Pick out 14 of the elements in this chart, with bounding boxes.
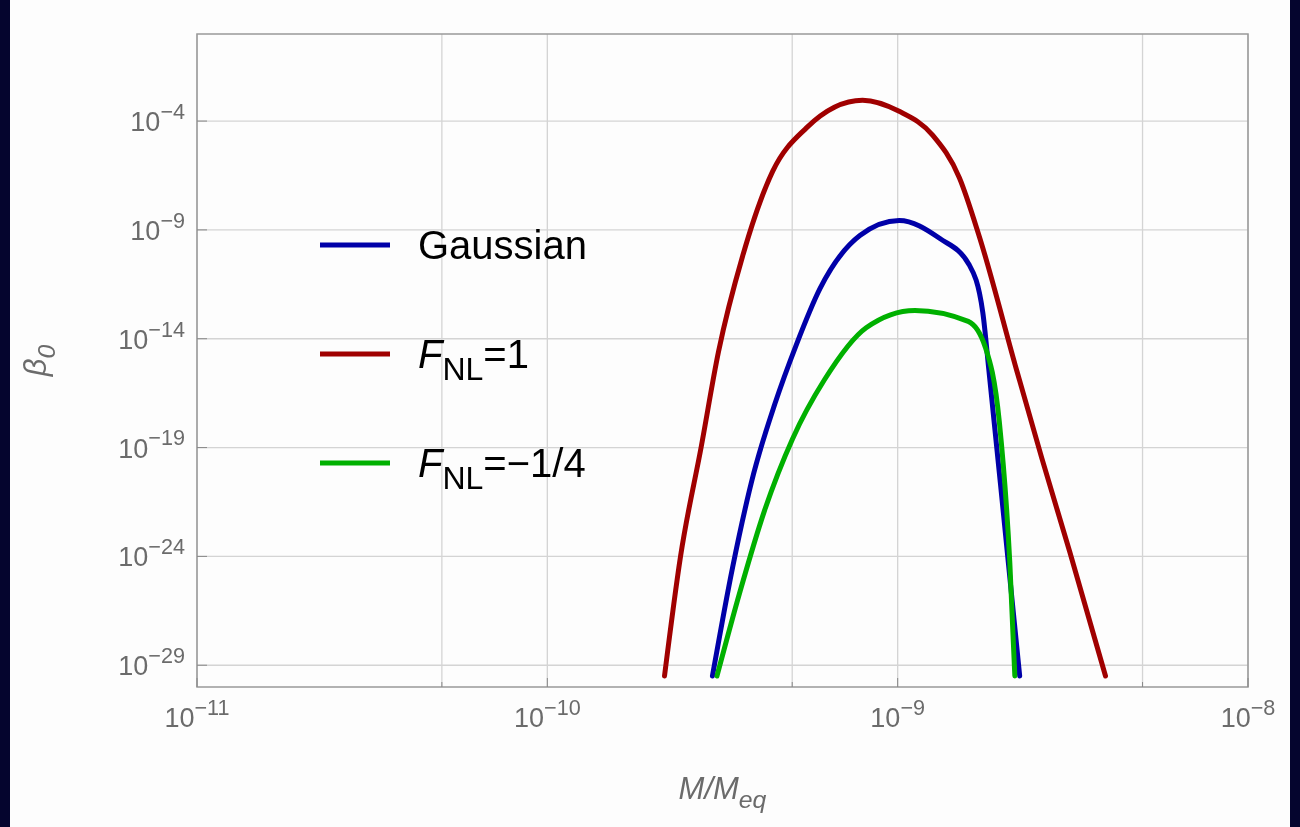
legend-label: F$_{NL}$=−1/4: [418, 441, 586, 496]
legend-label: F$_{NL}$=1: [418, 332, 529, 387]
x-tick-label: 10$^{−10}$: [513, 694, 581, 733]
x-tick-label: 10$^{−9}$: [870, 694, 925, 733]
y-tick-label: 10$^{−14}$: [118, 316, 185, 355]
x-tick-label: 10$^{−8}$: [1220, 694, 1276, 733]
y-tick-label: 10$^{−4}$: [130, 98, 185, 138]
x-tick-label: 10$^{−11}$: [164, 694, 230, 733]
legend-label: Gaussian: [418, 223, 587, 267]
y-tick-label: 10$^{−24}$: [118, 534, 185, 573]
y-tick-label: 10$^{−9}$: [130, 207, 185, 246]
x-axis-title: M/M$_{eq}$: [678, 771, 767, 814]
y-tick-label: 10$^{−29}$: [118, 643, 185, 682]
y-tick-label: 10$^{−19}$: [118, 425, 185, 464]
